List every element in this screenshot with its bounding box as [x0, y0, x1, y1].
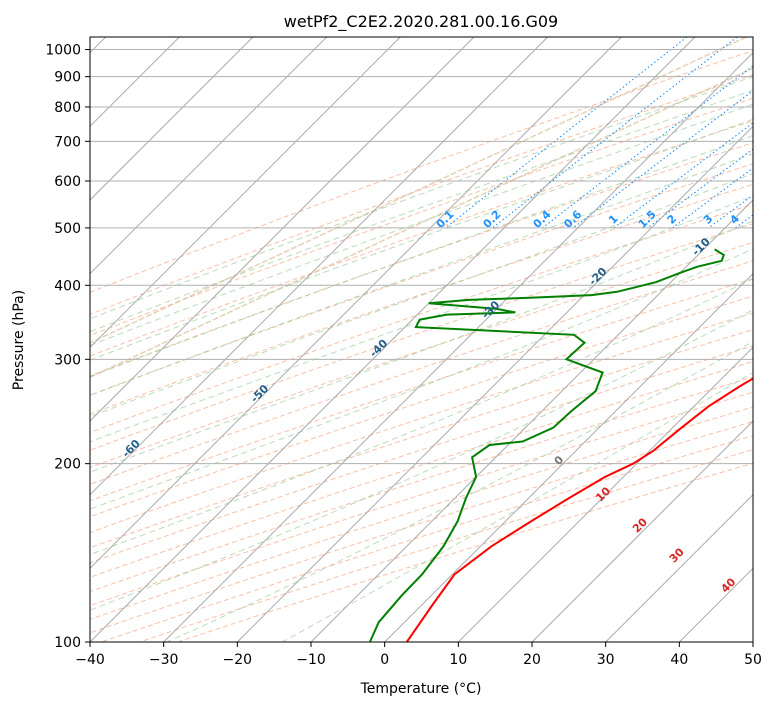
isotherm: [531, 420, 753, 642]
y-tick-label: 400: [54, 278, 81, 294]
isotherm: [90, 37, 254, 201]
x-tick-label: −20: [223, 652, 253, 668]
guide-line: [90, 67, 753, 379]
moist-adiabat: [90, 153, 753, 396]
isotherm: [90, 37, 549, 496]
x-tick-label: 40: [670, 652, 688, 668]
chart-title: wetPf2_C2E2.2020.281.00.16.G09: [284, 12, 558, 32]
moist-adiabat: [90, 118, 753, 361]
x-tick-label: −40: [75, 652, 105, 668]
isotherm: [90, 37, 401, 349]
mixing-ratio-line: [542, 65, 753, 229]
isotherm: [90, 37, 475, 422]
y-tick-label: 300: [54, 352, 81, 368]
isotherm: [90, 37, 622, 570]
dewpoint-line: [368, 248, 726, 642]
x-tick-label: 20: [523, 652, 541, 668]
plot-frame: [89, 36, 754, 643]
dry-adiabat: [101, 435, 753, 642]
isotherm: [457, 346, 753, 642]
y-axis-label: Pressure (hPa): [11, 290, 27, 390]
dry-adiabat: [90, 329, 753, 549]
x-tick-label: 30: [597, 652, 615, 668]
y-tick-label: 600: [54, 174, 81, 190]
mixing-ratio-line: [572, 90, 753, 229]
dry-adiabat: [90, 163, 753, 396]
x-tick-label: −10: [296, 652, 326, 668]
plot-area: [90, 37, 753, 642]
dry-adiabat: [90, 278, 753, 502]
moist-adiabat: [90, 76, 753, 320]
dry-adiabat: [90, 420, 753, 634]
dry-adiabat: [90, 391, 753, 607]
moist-adiabat: [90, 309, 753, 611]
isotherm: [236, 125, 753, 642]
x-tick-label: 50: [744, 652, 762, 668]
isotherm: [605, 493, 753, 642]
dry-adiabat: [90, 376, 753, 593]
moist-adiabat: [90, 89, 753, 333]
y-tick-label: 1000: [45, 43, 81, 59]
x-tick-label: 0: [380, 652, 389, 668]
y-tick-label: 800: [54, 100, 81, 116]
y-tick-label: 200: [54, 457, 81, 473]
isotherm: [90, 37, 328, 275]
temperature-line: [405, 377, 753, 642]
y-tick-label: 100: [54, 635, 81, 651]
dry-adiabat: [90, 295, 753, 518]
y-tick-label: 500: [54, 221, 81, 237]
isotherm: [90, 37, 696, 642]
dry-adiabat: [90, 203, 753, 433]
moist-adiabat: [90, 135, 753, 378]
axes: −40 −30 −20 −10 0 10 20 30 40 50 100 200 300 400 500 60…: [45, 43, 762, 668]
x-axis-label: Temperature (°C): [360, 681, 482, 697]
dry-adiabat: [90, 406, 753, 620]
y-tick-label: 900: [54, 70, 81, 86]
x-tick-label: 10: [449, 652, 467, 668]
isotherm: [310, 199, 753, 642]
y-tick-label: 700: [54, 134, 81, 150]
moist-adiabat: [90, 195, 753, 443]
mixing-ratio-line: [672, 167, 753, 229]
isotherm: [163, 51, 753, 642]
isotherm: [384, 272, 753, 642]
x-tick-label: −30: [149, 652, 179, 668]
guide-line: [90, 37, 747, 344]
dry-adiabat: [90, 120, 753, 357]
